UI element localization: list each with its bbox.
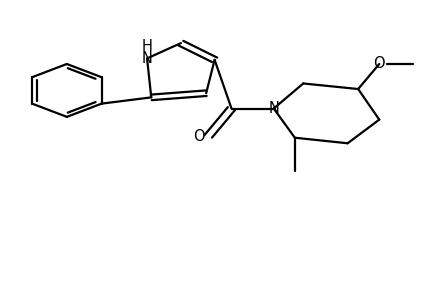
Text: N: N xyxy=(142,51,153,66)
Text: N: N xyxy=(268,101,279,116)
Text: H: H xyxy=(142,39,153,54)
Text: O: O xyxy=(193,129,205,144)
Text: O: O xyxy=(374,56,385,71)
